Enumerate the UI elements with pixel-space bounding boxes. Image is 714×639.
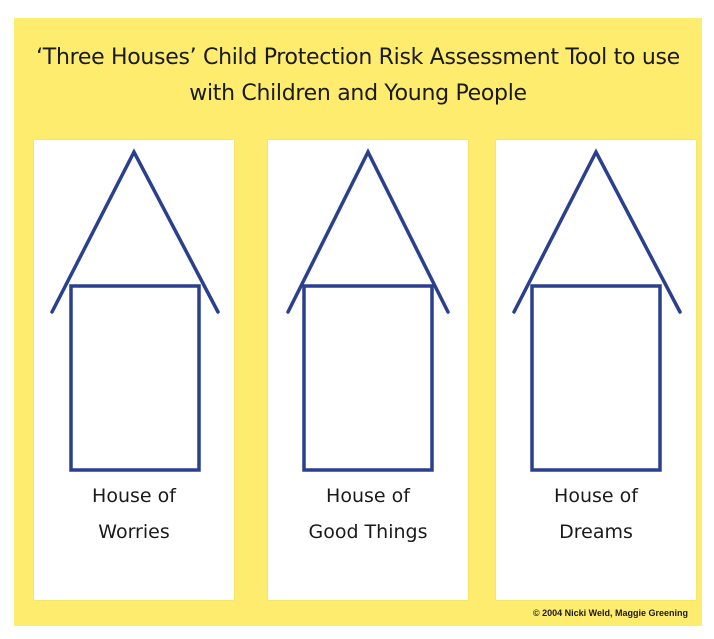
house-outline-icon xyxy=(512,148,682,472)
house-label-line-2: Worries xyxy=(98,521,170,543)
house-body xyxy=(69,284,201,472)
house-label-line-2: Good Things xyxy=(308,521,428,543)
house-label-line-1: House of xyxy=(326,485,410,507)
poster-title: ‘Three Houses’ Child Protection Risk Ass… xyxy=(14,40,702,112)
three-houses-poster: ‘Three Houses’ Child Protection Risk Ass… xyxy=(14,18,702,626)
house-roof xyxy=(512,148,682,314)
house-label-line-1: House of xyxy=(554,485,638,507)
house-outline-icon xyxy=(286,148,450,472)
poster-title-line-2: with Children and Young People xyxy=(189,81,527,106)
house-label-dreams: House of Dreams xyxy=(496,478,696,550)
house-roof xyxy=(286,148,450,314)
poster-title-line-1: ‘Three Houses’ Child Protection Risk Ass… xyxy=(36,45,680,70)
house-outline-icon xyxy=(50,148,220,472)
copyright-notice: © 2004 Nicki Weld, Maggie Greening xyxy=(532,608,688,618)
house-card-worries: House of Worries xyxy=(34,140,234,600)
house-label-line-1: House of xyxy=(92,485,176,507)
house-card-dreams: House of Dreams xyxy=(496,140,696,600)
house-card-good-things: House of Good Things xyxy=(268,140,468,600)
house-label-worries: House of Worries xyxy=(34,478,234,550)
house-body xyxy=(530,284,662,472)
house-body xyxy=(302,284,434,472)
house-roof xyxy=(50,148,220,314)
house-label-good-things: House of Good Things xyxy=(268,478,468,550)
house-label-line-2: Dreams xyxy=(559,521,633,543)
